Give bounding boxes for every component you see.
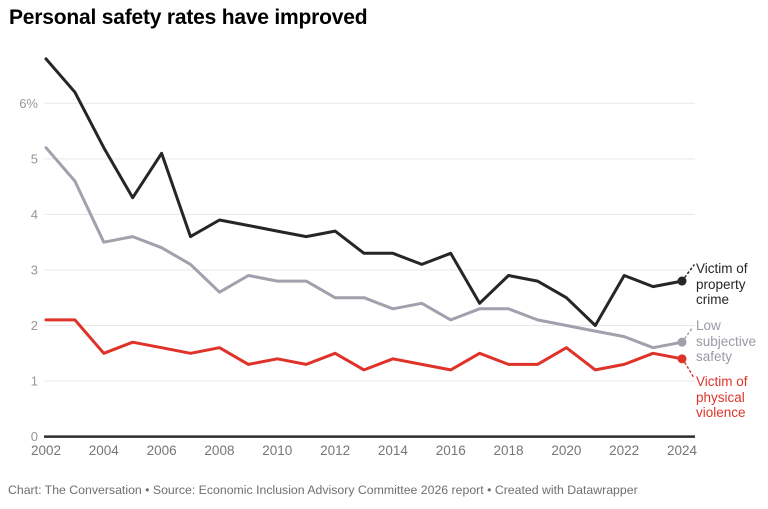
y-axis-tick-label: 6% xyxy=(19,96,38,111)
y-axis-tick-label: 4 xyxy=(31,207,38,222)
x-axis-tick-label: 2016 xyxy=(436,443,466,458)
x-axis-tick-label: 2014 xyxy=(378,443,409,458)
label-connector-dotted-line xyxy=(684,326,694,339)
series-end-dot xyxy=(677,354,687,364)
x-axis-tick-label: 2020 xyxy=(551,443,581,458)
x-axis-tick-label: 2022 xyxy=(609,443,639,458)
x-axis-tick-label: 2006 xyxy=(147,443,177,458)
y-axis-tick-label: 3 xyxy=(31,262,38,277)
series-line-property-crime xyxy=(44,57,684,327)
x-axis-tick-label: 2010 xyxy=(262,443,292,458)
series-label-victim-property-crime: Victim of property crime xyxy=(696,261,748,307)
series-label-low-subjective-safety: Low subjective safety xyxy=(696,318,757,364)
x-axis-tick-label: 2002 xyxy=(31,443,61,458)
attribution-line: Chart: The Conversation • Source: Econom… xyxy=(8,483,638,497)
x-axis-tick-label: 2012 xyxy=(320,443,350,458)
x-axis-tick-label: 2004 xyxy=(89,443,120,458)
series-line-subjective-safety xyxy=(44,146,684,350)
x-axis-tick-label: 2024 xyxy=(667,443,698,458)
series-line-physical-violence xyxy=(44,318,684,372)
label-connector-dotted-line xyxy=(684,264,695,278)
x-axis-tick-label: 2018 xyxy=(494,443,524,458)
series-end-dot xyxy=(677,337,687,347)
y-axis-tick-label: 5 xyxy=(31,151,38,166)
series-label-victim-physical-violence: Victim of physical violence xyxy=(696,374,748,420)
x-axis-tick-label: 2008 xyxy=(204,443,234,458)
y-axis-tick-label: 1 xyxy=(31,374,38,389)
y-axis-tick-label: 2 xyxy=(31,318,38,333)
label-connector-dotted-line xyxy=(684,362,695,379)
y-axis-tick-label: 0 xyxy=(31,429,38,444)
chart-title: Personal safety rates have improved xyxy=(9,6,368,29)
series-end-dot xyxy=(677,276,687,286)
